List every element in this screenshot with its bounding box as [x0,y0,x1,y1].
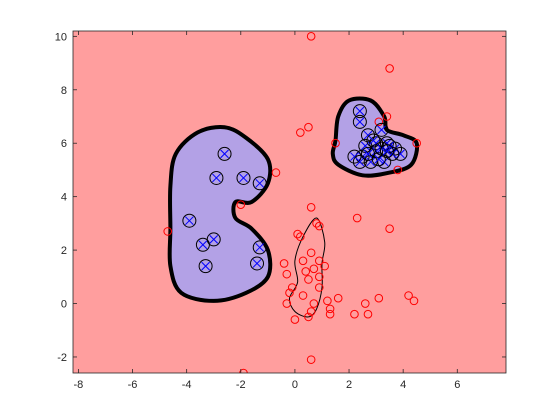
negative-point-33 [282,299,292,308]
negative-point-16 [296,232,305,242]
positive-point-11 [352,104,367,119]
positive-point-10 [198,259,213,274]
positive-point-1 [217,146,232,161]
y-tick-label: 2 [61,245,67,257]
negative-point-39 [374,293,384,303]
negative-point-26 [320,261,329,271]
negative-point-17 [293,229,302,239]
positive-point-5 [182,213,197,228]
x-tick-label: 4 [400,379,406,391]
negative-point-14 [312,219,321,228]
negative-point-32 [298,291,308,300]
x-tick-label: 0 [292,379,298,391]
negative-point-10 [271,168,281,177]
negative-point-29 [304,275,313,284]
negative-point-36 [333,293,343,303]
positive-point-14 [374,122,389,137]
negative-point-27 [282,269,292,279]
negative-point-18 [385,224,394,234]
positive-point-9 [250,256,265,271]
negative-point-50 [314,283,324,292]
negative-point-22 [279,259,289,268]
negative-point-48 [306,355,316,364]
x-tick-label: 6 [454,379,460,391]
y-tick-label: 6 [61,138,67,150]
negative-point-4 [296,128,305,137]
negative-point-35 [323,296,332,306]
negative-point-8 [412,138,421,148]
negative-point-34 [309,299,319,308]
negative-point-47 [325,304,335,314]
negative-point-5 [382,112,392,121]
negative-point-2 [385,64,394,73]
positive-point-2 [209,170,224,185]
negative-point-9 [393,165,403,175]
negative-point-12 [306,203,316,212]
negative-point-19 [163,227,173,236]
negative-point-20 [306,248,316,258]
axes-box [72,30,507,374]
plot-background [73,31,506,373]
negative-point-6 [374,117,384,127]
x-tick-label: -8 [74,379,84,391]
y-tick-label: -2 [57,352,67,364]
negative-point-28 [314,272,324,282]
negative-point-7 [331,138,340,148]
negative-point-44 [306,307,316,316]
positive-point-3 [236,170,251,185]
negative-point-37 [350,309,359,319]
negative-point-13 [352,213,362,223]
positive-point-12 [352,114,367,129]
negative-point-23 [314,256,324,266]
positive-point-22 [352,154,367,169]
negative-point-15 [314,221,324,231]
y-tick-label: 0 [61,299,67,311]
positive-point-27 [366,133,381,148]
x-tick-label: -4 [182,379,192,391]
positive-point-7 [195,237,210,252]
negative-point-21 [298,256,308,266]
negative-point-31 [285,288,294,298]
negative-point-25 [309,264,319,274]
negative-point-46 [325,309,335,319]
negative-point-3 [304,122,313,132]
negative-point-30 [287,283,297,292]
negative-point-24 [301,267,311,276]
negative-point-11 [236,200,246,209]
x-tick-label: -6 [128,379,138,391]
y-tick-label: 4 [61,192,67,204]
negative-point-40 [404,291,413,300]
negative-point-43 [290,315,300,324]
positive-point-8 [252,240,267,255]
positive-point-31 [371,152,386,167]
negative-point-42 [360,299,370,308]
negative-point-41 [409,296,419,306]
x-tick-label: -2 [236,379,246,391]
negative-point-49 [239,368,248,373]
x-tick-label: 2 [346,379,352,391]
negative-point-1 [306,32,316,41]
positive-point-4 [252,176,267,191]
y-tick-label: 8 [61,85,67,97]
negative-point-45 [304,312,313,322]
negative-point-38 [363,309,373,319]
positive-point-32 [379,144,394,159]
y-tick-label: 10 [55,31,67,43]
